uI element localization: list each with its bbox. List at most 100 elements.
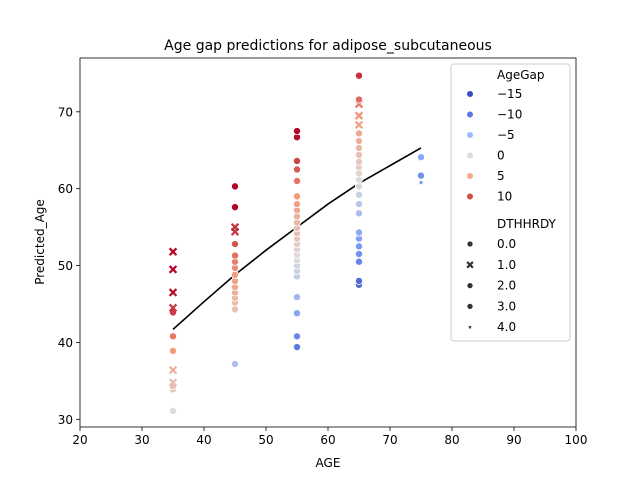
legend-style-label: 1.0 <box>497 258 516 272</box>
data-point-stroke <box>168 365 178 375</box>
data-point <box>168 288 178 297</box>
data-point <box>354 257 363 266</box>
legend-style-marker <box>466 261 474 269</box>
data-point <box>292 192 301 201</box>
data-point <box>417 178 425 186</box>
data-point <box>292 343 301 352</box>
x-tick-label: 100 <box>565 433 588 447</box>
data-point <box>168 406 177 415</box>
data-point-stroke <box>168 303 178 313</box>
x-tick-label: 80 <box>444 433 459 447</box>
legend: AgeGap DTHHRDY −15 −10 −5 0 5 10 0.0 1.0 2.0 3.0 4… <box>450 63 571 342</box>
data-point <box>354 157 363 166</box>
y-tick-label: 70 <box>58 105 73 119</box>
data-point <box>354 200 363 209</box>
data-point <box>230 203 239 212</box>
x-axis-label: AGE <box>316 456 341 470</box>
legend-style-marker <box>467 324 473 330</box>
data-point <box>354 71 363 80</box>
legend-hue-marker <box>466 192 474 201</box>
legend-style-marker <box>466 302 474 310</box>
legend-frame <box>450 63 571 342</box>
legend-hue-marker <box>466 131 474 139</box>
legend-style-marker-stroke <box>466 261 474 269</box>
legend-hue-marker <box>466 172 474 180</box>
data-point <box>230 270 239 279</box>
data-point <box>292 332 301 341</box>
data-point <box>416 171 425 180</box>
data-point <box>292 127 301 136</box>
data-point <box>168 346 177 355</box>
chart-title: Age gap predictions for adipose_subcutan… <box>164 38 492 54</box>
legend-style-marker <box>466 282 474 290</box>
data-point <box>168 332 177 341</box>
legend-hue-marker <box>466 151 474 160</box>
data-point <box>292 200 301 209</box>
data-point <box>354 182 363 191</box>
data-point <box>354 143 363 152</box>
y-axis-label: Predicted_Age <box>33 199 47 285</box>
data-point <box>168 247 178 256</box>
x-tick-label: 60 <box>320 433 335 447</box>
data-point <box>292 176 301 185</box>
x-tick-label: 50 <box>258 433 273 447</box>
data-point <box>354 242 363 251</box>
data-point-stroke <box>168 265 178 274</box>
data-point <box>292 165 301 174</box>
x-axis-ticks: 20 30 40 50 60 70 80 90 100 <box>72 427 587 447</box>
data-point <box>354 111 364 120</box>
data-point <box>230 240 239 249</box>
legend-style-marker <box>466 240 474 248</box>
x-tick-label: 90 <box>506 433 521 447</box>
legend-hue-label: −15 <box>497 87 522 101</box>
y-axis-ticks: 30 40 50 60 70 <box>58 105 80 427</box>
y-tick-label: 60 <box>58 182 73 196</box>
legend-hue-label: 10 <box>497 190 512 204</box>
x-tick-label: 70 <box>382 433 397 447</box>
data-point <box>354 209 363 218</box>
y-tick-label: 50 <box>58 259 73 273</box>
legend-hue-label: −10 <box>497 108 522 122</box>
x-tick-label: 20 <box>72 433 87 447</box>
data-point <box>354 137 363 146</box>
legend-hue-marker <box>466 90 474 98</box>
legend-hue-label: 0 <box>497 149 505 163</box>
data-point <box>168 365 178 375</box>
data-point <box>292 309 301 318</box>
legend-style-label: 3.0 <box>497 299 516 313</box>
data-point <box>354 190 363 199</box>
data-point <box>354 276 363 285</box>
data-point <box>354 250 363 259</box>
x-tick-label: 30 <box>134 433 149 447</box>
y-tick-label: 30 <box>58 413 73 427</box>
legend-style-title: DTHHRDY <box>497 217 557 231</box>
data-point <box>230 251 239 260</box>
x-tick-label: 40 <box>196 433 211 447</box>
data-point-stroke <box>168 378 178 387</box>
data-point <box>354 95 363 104</box>
data-point-stroke <box>168 288 178 297</box>
data-point <box>230 182 239 191</box>
data-point <box>168 378 178 387</box>
data-point-stroke <box>354 120 364 130</box>
data-point <box>168 303 178 313</box>
points-group <box>168 71 425 415</box>
legend-hue-label: −5 <box>497 128 515 142</box>
data-point <box>230 222 240 232</box>
data-point <box>416 153 425 162</box>
data-point <box>354 120 364 130</box>
data-point-stroke <box>354 111 364 120</box>
y-tick-label: 40 <box>58 336 73 350</box>
legend-style-label: 2.0 <box>497 279 516 293</box>
data-point <box>354 150 363 159</box>
data-point-stroke <box>230 222 240 232</box>
legend-hue-title: AgeGap <box>497 68 544 82</box>
data-point <box>168 265 178 274</box>
data-point <box>230 305 239 314</box>
data-point <box>230 359 239 368</box>
legend-style-label: 4.0 <box>497 320 516 334</box>
data-point <box>292 157 301 166</box>
legend-hue-marker <box>466 110 474 119</box>
legend-hue-label: 5 <box>497 169 505 183</box>
